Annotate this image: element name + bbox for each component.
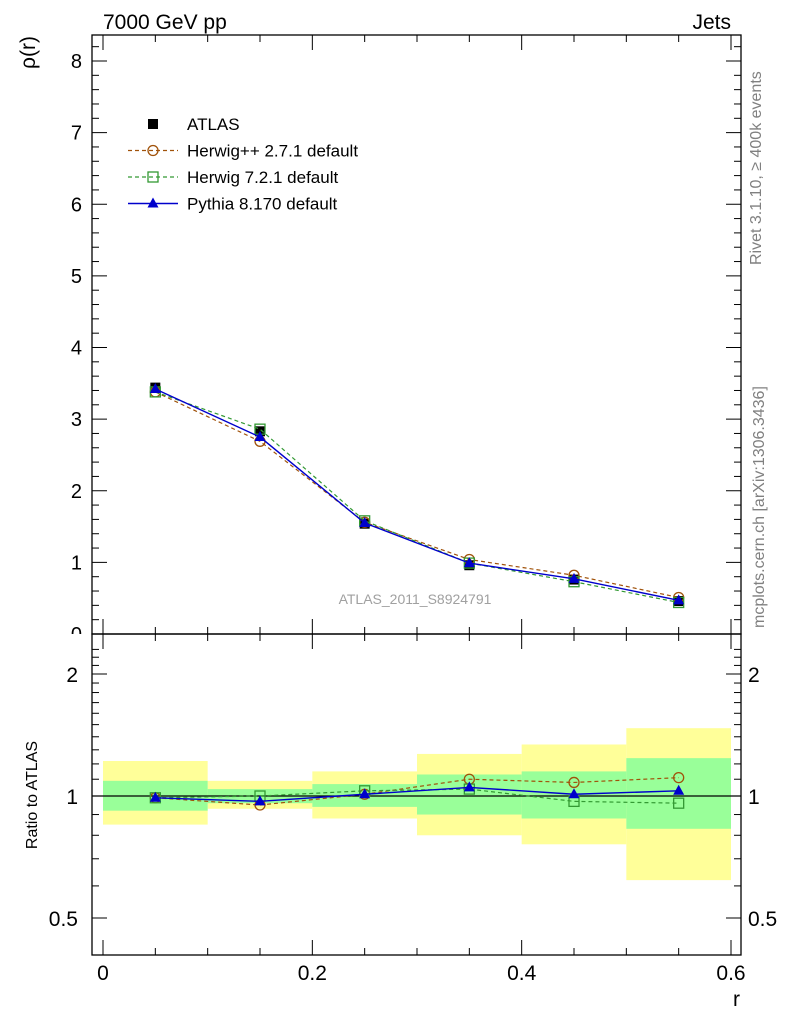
main-y-tick-label: 1 — [71, 552, 82, 574]
legend-marker — [147, 144, 159, 157]
ratio-point-pythia-8-170-default — [463, 781, 475, 792]
ratio-point-pythia-8-170-default — [359, 788, 371, 799]
legend-label: Herwig 7.2.1 default — [187, 168, 338, 187]
main-y-tick-label: 6 — [71, 194, 82, 216]
ratio-panel: 0.5 0.5 1 1 2 2 0 0.2 0.4 0.6 r Ratio to ATLAS — [24, 633, 777, 1011]
series-herwig-2-7-1-default — [149, 386, 685, 604]
ratio-y-tick-label: 1 — [66, 786, 78, 809]
main-y-tick-label-zero: 0 — [71, 624, 82, 646]
series-herwig-7-2-1-default — [149, 386, 685, 609]
x-tick-label: 0 — [97, 962, 109, 985]
series-atlas — [150, 382, 684, 607]
ratio-point-herwig-2-7-1-default — [568, 776, 580, 789]
data-point-pythia-8-170-default — [673, 594, 685, 605]
x-tick-label: 0.2 — [298, 962, 327, 985]
ratio-series-line-pythia-8-170-default — [155, 786, 679, 803]
ratio-series-line-herwig-2-7-1-default — [155, 777, 679, 806]
series-line-herwig-2-7-1-default — [155, 391, 679, 599]
data-point-pythia-8-170-default — [568, 572, 580, 583]
ratio-point-pythia-8-170-default — [673, 784, 685, 795]
ratio-point-pythia-8-170-default — [254, 795, 266, 806]
ratio-y-tick-label: 2 — [66, 664, 78, 687]
ratio-point-herwig-2-7-1-default — [673, 771, 685, 784]
legend-marker — [147, 171, 159, 183]
ratio-y-tick-label-right: 0.5 — [748, 908, 777, 931]
legend-marker — [148, 119, 158, 129]
legend-label: Pythia 8.170 default — [187, 195, 338, 214]
legend-entry-atlas: ATLAS — [148, 115, 240, 134]
mcplots-source-label: mcplots.cern.ch [arXiv:1306.3436] — [751, 386, 768, 628]
main-y-tick-label: 4 — [71, 338, 82, 360]
legend: ATLAS Herwig++ 2.7.1 default Herwig 7.2.1 … — [128, 115, 358, 214]
ratio-series-pythia-8-170-default — [149, 781, 685, 806]
x-tick-label: 0.6 — [716, 962, 745, 985]
data-point-pythia-8-170-default — [149, 383, 161, 394]
series-line-herwig-7-2-1-default — [155, 391, 679, 604]
series-line-pythia-8-170-default — [155, 388, 679, 602]
data-point-pythia-8-170-default — [463, 557, 475, 568]
main-y-tick-label: 8 — [71, 51, 82, 73]
data-point-pythia-8-170-default — [254, 431, 266, 442]
main-y-axis-label: ρ(r) — [17, 36, 40, 69]
ratio-y-axis-label: Ratio to ATLAS — [24, 741, 41, 849]
main-y-tick-label: 3 — [71, 409, 82, 431]
header-left-label: 7000 GeV pp — [103, 11, 227, 34]
legend-entry-pythia-8-170-default: Pythia 8.170 default — [128, 195, 338, 214]
legend-label: ATLAS — [187, 115, 240, 134]
ratio-point-pythia-8-170-default — [568, 788, 580, 799]
header-right-label: Jets — [692, 11, 731, 34]
ratio-y-tick-label: 0.5 — [49, 908, 78, 931]
ratio-series-line-herwig-7-2-1-default — [155, 788, 679, 804]
main-panel: 1 2 3 4 5 6 7 8 0 ρ(r) ATLAS_2011_S8924791 — [17, 34, 742, 646]
legend-entry-herwig-7-2-1-default: Herwig 7.2.1 default — [128, 168, 338, 187]
ratio-y-tick-label-right: 2 — [748, 664, 760, 687]
ratio-point-herwig-7-2-1-default — [673, 797, 685, 809]
main-y-tick-label: 7 — [71, 123, 82, 145]
legend-entry-herwig-2-7-1-default: Herwig++ 2.7.1 default — [128, 142, 358, 161]
legend-label: Herwig++ 2.7.1 default — [187, 142, 358, 161]
x-axis-label: r — [733, 988, 740, 1011]
main-y-tick-label: 2 — [71, 481, 82, 503]
rivet-version-label: Rivet 3.1.10, ≥ 400k events — [748, 71, 765, 265]
ratio-point-pythia-8-170-default — [149, 791, 161, 802]
analysis-watermark: ATLAS_2011_S8924791 — [339, 591, 492, 607]
ratio-y-tick-label-right: 1 — [748, 786, 760, 809]
x-tick-label: 0.4 — [507, 962, 537, 985]
data-point-pythia-8-170-default — [359, 516, 371, 527]
series-pythia-8-170-default — [149, 383, 685, 605]
legend-marker — [147, 197, 159, 208]
main-y-tick-label: 5 — [71, 266, 82, 288]
